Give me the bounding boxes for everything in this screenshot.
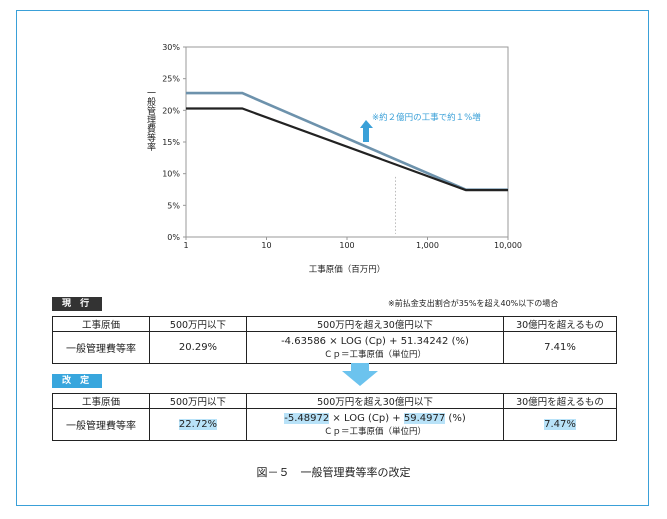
formula-const: 59.4977 [403,412,446,424]
header-cell: 500万円以下 [149,393,247,409]
y-tick-label: 30% [162,43,180,52]
revised-tag: 改 定 [52,374,103,388]
table-row: 工事原価 500万円以下 500万円を超え30億円以下 30億円を超えるもの [52,316,617,332]
value-cell: 7.47% [503,408,617,441]
current-tag: 現 行 [52,297,103,311]
header-cell: 500万円以下 [149,316,247,332]
formula-mid: × LOG (Cp) + [332,412,401,424]
y-tick-label: 0% [167,233,180,242]
header-cell: 30億円を超えるもの [503,393,617,409]
row-label: 一般管理費等率 [52,331,150,364]
formula-const: 51.34242 [400,335,449,347]
y-tick-label: 25% [162,75,180,84]
formula-tail: (%) [451,335,469,347]
x-tick-label: 1 [183,241,188,250]
formula-sub: Ｃｐ＝工事原価（単位円） [323,349,426,360]
formula-cell: -5.48972 × LOG (Cp) + 59.4977 (%) Ｃｐ＝工事原… [246,408,504,441]
x-tick-label: 100 [339,241,354,250]
y-tick-label: 15% [162,138,180,147]
y-tick-label: 20% [162,106,180,115]
table-row: 一般管理費等率 20.29% -4.63586 × LOG (Cp) + 51.… [52,331,617,364]
value-cell: 22.72% [149,408,247,441]
plot-area [185,46,509,238]
value-cell: 20.29% [149,331,247,364]
figure-frame [16,10,649,506]
formula-cell: -4.63586 × LOG (Cp) + 51.34242 (%) Ｃｐ＝工事… [246,331,504,364]
row-label: 一般管理費等率 [52,408,150,441]
formula-tail: (%) [448,412,466,424]
x-axis-label: 工事原価（百万円） [309,264,386,275]
header-cell: 500万円を超え30億円以下 [246,393,504,409]
highlight-value: 7.47% [544,419,576,430]
y-tick-label: 5% [167,201,180,210]
header-cell: 500万円を超え30億円以下 [246,316,504,332]
formula-coef: -5.48972 [284,412,330,424]
value-cell: 7.41% [503,331,617,364]
x-tick-label: 10 [261,241,271,250]
increase-arrow-icon [360,120,373,142]
figure-caption: 図－５ 一般管理費等率の改定 [256,466,411,479]
header-cell: 工事原価 [52,393,150,409]
current-table: 工事原価 500万円以下 500万円を超え30億円以下 30億円を超えるもの 一… [52,316,617,364]
condition-note: ※前払金支出割合が35%を超え40%以下の場合 [388,299,559,308]
highlight-value: 22.72% [178,419,218,430]
formula-coef: -4.63586 [281,335,327,347]
down-arrow-icon [342,363,378,386]
table-row: 一般管理費等率 22.72% -5.48972 × LOG (Cp) + 59.… [52,408,617,441]
y-axis-label: 一般管理費等率 [145,88,156,152]
table-row: 工事原価 500万円以下 500万円を超え30億円以下 30億円を超えるもの [52,393,617,409]
header-cell: 30億円を超えるもの [503,316,617,332]
header-cell: 工事原価 [52,316,150,332]
formula-mid: × LOG (Cp) + [329,335,398,347]
chart-annotation: ※約２億円の工事で約１%増 [372,112,481,123]
x-tick-label: 10,000 [494,241,522,250]
x-tick-label: 1,000 [416,241,439,250]
formula-sub: Ｃｐ＝工事原価（単位円） [323,426,426,437]
rate-chart: 0% 5% 10% 15% 20% 25% 30% 1 10 100 1,000 10,000 ※約２… [145,43,522,275]
revised-table: 工事原価 500万円以下 500万円を超え30億円以下 30億円を超えるもの 一… [52,393,617,441]
series-line-current [186,107,508,192]
y-tick-label: 10% [162,170,180,179]
